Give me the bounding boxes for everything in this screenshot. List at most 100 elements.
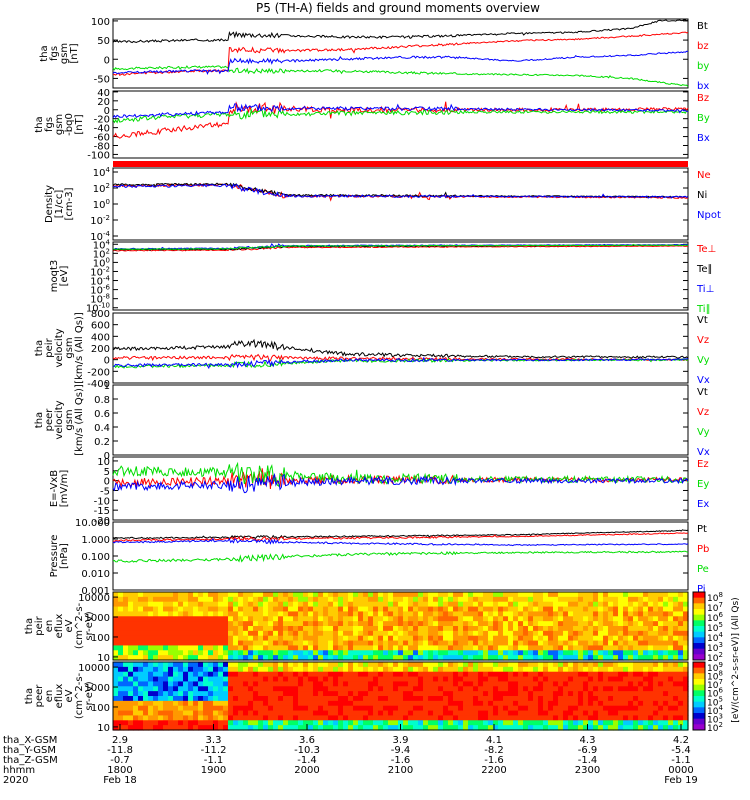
heatmap-cell (143, 635, 149, 642)
heatmap-cell (303, 616, 309, 622)
heatmap-cell (678, 681, 684, 687)
heatmap-cell (528, 671, 534, 678)
heatmap-cell (203, 606, 209, 613)
heatmap-cell (163, 720, 169, 726)
heatmap-cell (583, 655, 589, 661)
heatmap-cell (233, 630, 239, 637)
x-tick-label: -10.3 (294, 745, 320, 756)
heatmap-cell (578, 676, 584, 683)
legend-entry: Ni (697, 190, 707, 201)
heatmap-cell (268, 596, 274, 603)
heatmap-cell (638, 686, 644, 692)
heatmap-cell (128, 616, 134, 622)
heatmap-cell (133, 691, 139, 697)
heatmap-cell (478, 710, 484, 717)
heatmap-cell (263, 715, 269, 721)
heatmap-cell (308, 611, 314, 617)
heatmap-cell (583, 626, 589, 632)
heatmap-cell (398, 705, 404, 712)
heatmap-cell (533, 662, 539, 668)
series-line-Pe (112, 550, 689, 563)
heatmap-cell (533, 710, 539, 717)
heatmap-cell (653, 700, 659, 707)
heatmap-cell (508, 696, 514, 702)
heatmap-cell (683, 681, 689, 687)
heatmap-cell (503, 592, 509, 598)
colorbar-swatch (693, 718, 705, 725)
heatmap-cell (183, 592, 189, 598)
heatmap-cell (503, 696, 509, 702)
heatmap-cell (238, 596, 244, 603)
heatmap-cell (318, 681, 324, 687)
heatmap-cell (573, 596, 579, 603)
heatmap-cell (433, 650, 439, 656)
heatmap-cell (433, 720, 439, 726)
heatmap-cell (168, 696, 174, 702)
heatmap-cell (418, 621, 424, 627)
heatmap-cell (133, 621, 139, 627)
heatmap-cell (383, 676, 389, 683)
heatmap-cell (198, 626, 204, 632)
heatmap-cell (218, 705, 224, 712)
heatmap-cell (678, 686, 684, 692)
heatmap-cell (113, 601, 119, 608)
heatmap-cell (183, 705, 189, 712)
heatmap-cell (208, 611, 214, 617)
colorbar-swatch (693, 637, 705, 644)
heatmap-cell (153, 635, 159, 642)
heatmap-cell (383, 715, 389, 721)
heatmap-cell (218, 640, 224, 647)
heatmap-cell (123, 596, 129, 603)
heatmap-cell (293, 606, 299, 613)
heatmap-cell (318, 671, 324, 678)
legend-entry: Te⊥ (696, 244, 716, 255)
heatmap-cell (113, 635, 119, 642)
heatmap-cell (158, 601, 164, 608)
heatmap-cell (408, 601, 414, 608)
heatmap-cell (613, 592, 619, 598)
heatmap-cell (388, 601, 394, 608)
heatmap-cell (218, 616, 224, 622)
heatmap-cell (678, 616, 684, 622)
heatmap-cell (473, 606, 479, 613)
heatmap-cell (593, 592, 599, 598)
heatmap-cell (553, 621, 559, 627)
heatmap-cell (293, 630, 299, 637)
heatmap-cell (238, 626, 244, 632)
heatmap-cell (353, 681, 359, 687)
heatmap-cell (388, 720, 394, 726)
heatmap-cell (558, 725, 564, 731)
heatmap-cell (533, 705, 539, 712)
heatmap-cell (383, 662, 389, 668)
heatmap-cell (348, 630, 354, 637)
heatmap-cell (363, 655, 369, 661)
heatmap-cell (453, 662, 459, 668)
heatmap-cell (393, 606, 399, 613)
heatmap-cell (318, 666, 324, 673)
y-axis-label: [nT] (69, 43, 80, 63)
heatmap-cell (448, 606, 454, 613)
heatmap-cell (193, 655, 199, 661)
heatmap-cell (443, 616, 449, 622)
heatmap-cell (578, 611, 584, 617)
heatmap-cell (563, 676, 569, 683)
heatmap-cell (368, 650, 374, 656)
heatmap-cell (683, 655, 689, 661)
heatmap-cell (233, 686, 239, 692)
heatmap-cell (558, 621, 564, 627)
heatmap-cell (303, 606, 309, 613)
heatmap-cell (123, 681, 129, 687)
heatmap-cell (368, 621, 374, 627)
heatmap-cell (518, 720, 524, 726)
heatmap-cell (318, 720, 324, 726)
heatmap-cell (363, 671, 369, 678)
heatmap-cell (673, 621, 679, 627)
heatmap-cell (633, 691, 639, 697)
heatmap-cell (673, 720, 679, 726)
panel-4: moqt3 [eV]10410210010-210-410-610-810-10T… (49, 238, 716, 315)
heatmap-cell (353, 666, 359, 673)
heatmap-cell (263, 696, 269, 702)
heatmap-cell (288, 592, 294, 598)
heatmap-cell (638, 696, 644, 702)
heatmap-cell (313, 696, 319, 702)
